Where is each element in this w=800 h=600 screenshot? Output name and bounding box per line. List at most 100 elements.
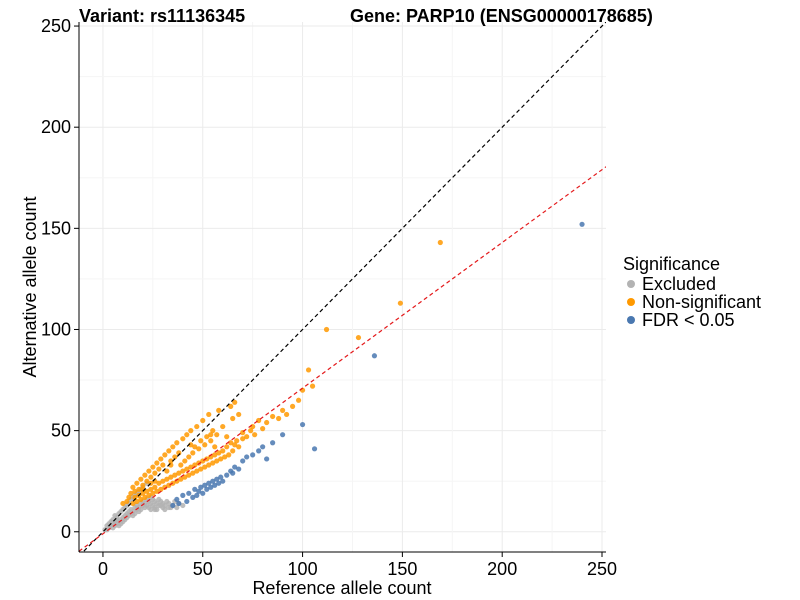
- legend-title: Significance: [623, 254, 720, 274]
- point-non-significant: [132, 494, 138, 500]
- point-non-significant: [212, 452, 218, 458]
- point-non-significant: [208, 432, 214, 438]
- x-axis-title: Reference allele count: [252, 578, 431, 598]
- legend-swatch: [627, 298, 635, 306]
- point-non-significant: [200, 417, 206, 424]
- point-non-significant: [184, 466, 190, 472]
- point-non-significant: [188, 428, 194, 434]
- point-excluded: [166, 500, 172, 507]
- point-non-significant: [144, 488, 150, 494]
- point-fdr-0-05: [212, 482, 218, 488]
- point-non-significant: [264, 419, 270, 426]
- point-non-significant: [186, 472, 192, 478]
- point-non-significant: [138, 476, 144, 482]
- point-non-significant: [280, 407, 286, 413]
- chart-title-gene: Gene: PARP10 (ENSG00000178685): [350, 6, 653, 26]
- point-non-significant: [132, 488, 138, 494]
- point-fdr-0-05: [192, 486, 198, 492]
- point-non-significant: [144, 478, 150, 484]
- legend: Significance ExcludedNon-significantFDR …: [623, 254, 761, 330]
- point-non-significant: [142, 494, 148, 500]
- point-excluded: [118, 508, 124, 515]
- point-non-significant: [156, 480, 162, 486]
- point-non-significant: [182, 458, 188, 464]
- point-fdr-0-05: [176, 500, 182, 507]
- point-non-significant: [192, 444, 198, 450]
- chart-title-variant: Variant: rs11136345: [79, 6, 245, 26]
- point-non-significant: [164, 476, 170, 482]
- y-tick-label: 150: [41, 218, 71, 238]
- point-excluded: [132, 510, 138, 517]
- point-non-significant: [437, 239, 443, 246]
- point-non-significant: [128, 490, 134, 496]
- point-non-significant: [194, 423, 200, 430]
- point-non-significant: [158, 486, 164, 492]
- point-non-significant: [198, 438, 204, 444]
- point-non-significant: [218, 456, 224, 462]
- identity-line: [82, 22, 606, 552]
- point-non-significant: [323, 326, 330, 333]
- point-non-significant: [148, 474, 154, 480]
- point-non-significant: [397, 300, 403, 306]
- point-non-significant: [174, 478, 180, 484]
- point-non-significant: [305, 367, 312, 373]
- y-axis-ticks: 0 50 100 150 200 250: [41, 16, 79, 542]
- point-non-significant: [146, 492, 152, 498]
- point-non-significant: [120, 500, 126, 507]
- x-axis-ticks: 0 50 100 150 200 250: [98, 552, 617, 579]
- point-non-significant: [176, 470, 182, 476]
- point-non-significant: [228, 403, 234, 409]
- point-non-significant: [148, 486, 154, 492]
- point-fdr-0-05: [204, 486, 210, 492]
- point-excluded: [162, 502, 168, 509]
- point-fdr-0-05: [256, 448, 262, 454]
- point-non-significant: [162, 484, 168, 490]
- point-non-significant: [136, 486, 142, 492]
- point-fdr-0-05: [206, 480, 212, 486]
- point-non-significant: [204, 456, 210, 462]
- point-non-significant: [276, 415, 282, 422]
- point-non-significant: [182, 474, 188, 480]
- point-non-significant: [134, 498, 140, 505]
- point-fdr-0-05: [170, 502, 176, 509]
- point-fdr-0-05: [216, 480, 222, 486]
- point-fdr-0-05: [260, 444, 266, 450]
- point-fdr-0-05: [180, 492, 186, 498]
- point-non-significant: [226, 452, 232, 458]
- point-non-significant: [355, 334, 362, 341]
- point-non-significant: [196, 460, 202, 466]
- point-fdr-0-05: [270, 440, 276, 446]
- point-non-significant: [216, 407, 222, 413]
- point-non-significant: [134, 480, 140, 486]
- point-non-significant: [186, 454, 192, 460]
- point-fdr-0-05: [299, 421, 306, 428]
- point-non-significant: [224, 444, 230, 450]
- point-fdr-0-05: [202, 482, 208, 488]
- point-non-significant: [260, 426, 266, 432]
- y-tick-label: 100: [41, 319, 71, 339]
- point-non-significant: [130, 500, 136, 507]
- point-non-significant: [142, 472, 148, 478]
- point-non-significant: [220, 423, 226, 430]
- point-excluded: [158, 502, 164, 509]
- fit-line: [79, 166, 606, 552]
- point-non-significant: [154, 460, 160, 466]
- y-tick-label: 0: [61, 522, 71, 542]
- point-non-significant: [146, 468, 152, 474]
- point-non-significant: [124, 498, 130, 505]
- point-non-significant: [220, 448, 226, 454]
- x-tick-label: 100: [288, 559, 318, 579]
- point-non-significant: [164, 468, 170, 474]
- point-non-significant: [166, 448, 172, 454]
- point-non-significant: [234, 438, 240, 444]
- point-non-significant: [180, 436, 186, 442]
- point-non-significant: [270, 413, 276, 420]
- point-fdr-0-05: [371, 353, 378, 359]
- x-tick-label: 250: [587, 559, 617, 579]
- point-non-significant: [194, 468, 200, 474]
- point-excluded: [148, 506, 154, 513]
- point-fdr-0-05: [194, 492, 200, 498]
- point-non-significant: [202, 464, 208, 470]
- point-non-significant: [240, 436, 246, 442]
